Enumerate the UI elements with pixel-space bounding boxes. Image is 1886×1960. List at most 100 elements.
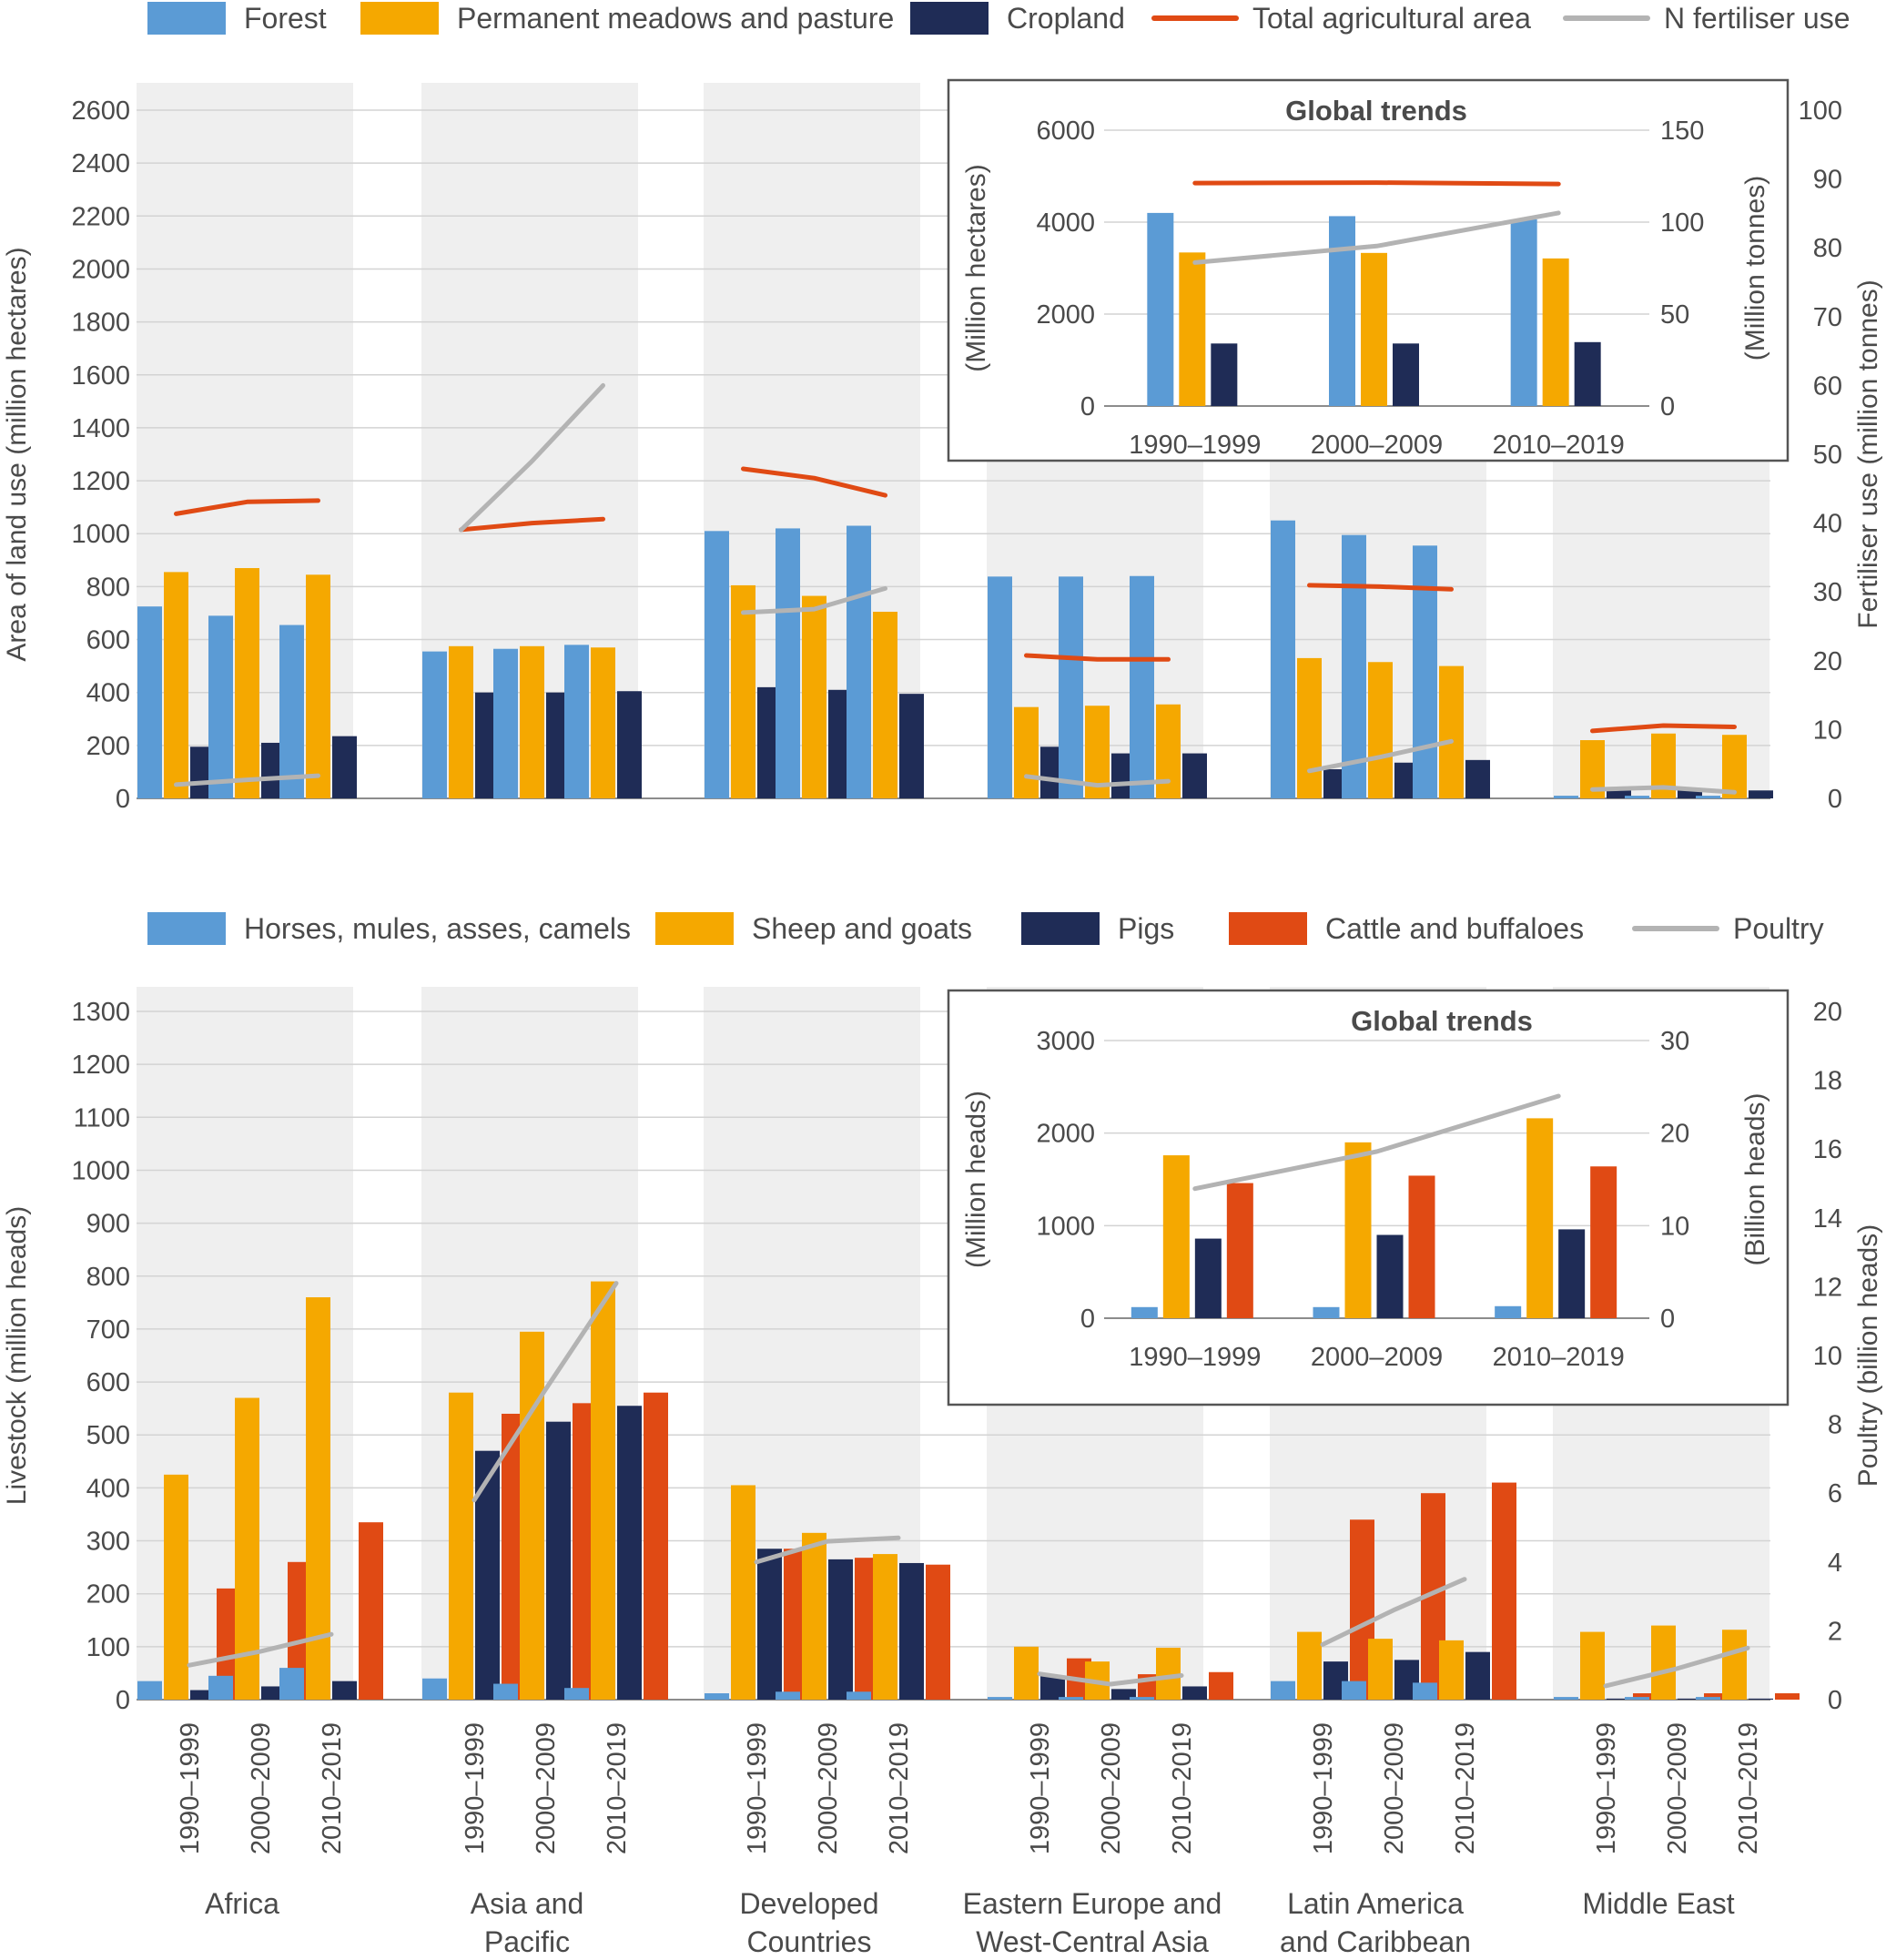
livestock-bar-horses bbox=[137, 1681, 162, 1700]
livestock-bar-sheep bbox=[873, 1554, 897, 1700]
land-inset-y-tick-label: 4000 bbox=[1036, 208, 1095, 238]
land-y-tick-label: 1600 bbox=[71, 361, 130, 391]
land-bar-pasture bbox=[1297, 657, 1322, 798]
livestock-inset-title: Global trends bbox=[1351, 1005, 1533, 1037]
land-y2-tick-label: 30 bbox=[1813, 578, 1842, 607]
livestock-inset-bar-horses bbox=[1131, 1306, 1158, 1318]
land-line-fert bbox=[1307, 738, 1454, 774]
land-bar-forest bbox=[1696, 796, 1720, 798]
land-inset-period-label: 2010–2019 bbox=[1493, 431, 1625, 460]
livestock-bar-sheep bbox=[731, 1485, 755, 1700]
livestock-y2-tick-label: 18 bbox=[1813, 1067, 1842, 1096]
land-legend-swatch-forest bbox=[147, 2, 226, 35]
livestock-bar-cattle bbox=[1704, 1693, 1729, 1700]
livestock-bar-sheep bbox=[235, 1397, 259, 1700]
land-y-tick-label: 800 bbox=[86, 573, 130, 602]
livestock-y-tick-label: 800 bbox=[86, 1263, 130, 1292]
livestock-bar-sheep bbox=[306, 1297, 330, 1700]
livestock-inset-bar-pigs bbox=[1194, 1238, 1222, 1318]
land-bar-pasture bbox=[1156, 704, 1181, 798]
livestock-y-tick-label: 1200 bbox=[71, 1051, 130, 1080]
land-bar-cropland bbox=[899, 694, 924, 798]
land-bar-forest bbox=[279, 625, 304, 798]
land-inset-period-label: 1990–1999 bbox=[1129, 431, 1261, 460]
livestock-inset-period-label: 2000–2009 bbox=[1311, 1343, 1443, 1372]
livestock-line-poultry bbox=[187, 1631, 334, 1668]
land-bar-pasture bbox=[731, 584, 755, 798]
livestock-inset-y2-tick-label: 0 bbox=[1660, 1305, 1675, 1334]
livestock-inset-period-label: 1990–1999 bbox=[1129, 1343, 1261, 1372]
livestock-bar-pigs bbox=[1465, 1651, 1490, 1700]
period-label: 2000–2009 bbox=[1380, 1722, 1409, 1854]
land-inset-bar-pasture bbox=[1179, 252, 1206, 406]
land-y2-tick-label: 60 bbox=[1813, 371, 1842, 401]
land-line-fert bbox=[741, 585, 887, 615]
livestock-bar-pigs bbox=[546, 1421, 571, 1700]
land-bar-forest bbox=[1130, 575, 1154, 798]
land-inset-line-agri bbox=[1192, 180, 1561, 187]
land-bar-pasture bbox=[873, 612, 897, 798]
livestock-line-poultry bbox=[1603, 1645, 1750, 1689]
land-bar-forest bbox=[1625, 796, 1649, 798]
land-bar-pasture bbox=[802, 595, 826, 798]
land-bar-forest bbox=[1059, 576, 1083, 798]
land-legend-swatch-pasture bbox=[360, 2, 439, 35]
livestock-bar-horses bbox=[776, 1691, 800, 1700]
land-line-agri bbox=[459, 516, 605, 533]
livestock-y2-tick-label: 12 bbox=[1813, 1273, 1842, 1302]
livestock-bar-sheep bbox=[1297, 1631, 1322, 1700]
livestock-legend-label-horses: Horses, mules, asses, camels bbox=[244, 912, 631, 945]
livestock-bar-horses bbox=[1059, 1697, 1083, 1700]
livestock-y-tick-label: 0 bbox=[116, 1686, 130, 1715]
period-label: 2010–2019 bbox=[1168, 1722, 1197, 1854]
livestock-bar-horses bbox=[988, 1697, 1012, 1700]
livestock-bar-pigs bbox=[1111, 1689, 1136, 1700]
livestock-bar-sheep bbox=[1156, 1648, 1181, 1700]
land-bar-cropland bbox=[1678, 790, 1702, 798]
livestock-bar-sheep bbox=[1439, 1640, 1464, 1700]
livestock-y-tick-label: 700 bbox=[86, 1315, 130, 1345]
land-y2-tick-label: 10 bbox=[1813, 716, 1842, 745]
period-label: 1990–1999 bbox=[1592, 1722, 1621, 1854]
livestock-bar-cattle bbox=[926, 1564, 950, 1700]
livestock-bar-pigs bbox=[828, 1559, 853, 1700]
land-inset-bar-cropland bbox=[1574, 341, 1601, 406]
land-inset-y2-tick-label: 50 bbox=[1660, 300, 1689, 330]
livestock-y-tick-label: 400 bbox=[86, 1474, 130, 1503]
livestock-legend-label-cattle: Cattle and buffaloes bbox=[1325, 912, 1584, 945]
land-bar-pasture bbox=[591, 647, 615, 798]
period-label: 2000–2009 bbox=[247, 1722, 276, 1854]
livestock-legend-swatch-sheep bbox=[655, 912, 734, 945]
period-label: 2000–2009 bbox=[1097, 1722, 1126, 1854]
livestock-bar-pigs bbox=[1678, 1698, 1702, 1700]
period-label: 1990–1999 bbox=[743, 1722, 772, 1854]
period-label: 1990–1999 bbox=[176, 1722, 205, 1854]
land-bar-forest bbox=[1271, 520, 1295, 798]
livestock-y-tick-label: 1000 bbox=[71, 1156, 130, 1185]
period-label: 1990–1999 bbox=[461, 1722, 490, 1854]
livestock-bar-sheep bbox=[1722, 1630, 1747, 1700]
land-line-agri bbox=[741, 466, 887, 498]
land-bar-cropland bbox=[1182, 753, 1207, 798]
land-bar-pasture bbox=[164, 572, 188, 798]
livestock-y-tick-label: 200 bbox=[86, 1580, 130, 1610]
livestock-line-poultry bbox=[1037, 1671, 1184, 1687]
livestock-inset-y2-axis-label: (Billion heads) bbox=[1740, 1092, 1770, 1265]
livestock-bar-sheep bbox=[591, 1281, 615, 1700]
livestock-bar-sheep bbox=[1651, 1625, 1676, 1700]
land-legend-label-cropland: Cropland bbox=[1007, 2, 1125, 35]
livestock-inset-bar-sheep bbox=[1162, 1155, 1190, 1318]
land-bar-pasture bbox=[1368, 662, 1393, 798]
land-line-fert bbox=[1024, 774, 1171, 788]
livestock-bar-horses bbox=[279, 1668, 304, 1700]
land-inset-bar-forest bbox=[1147, 212, 1174, 406]
livestock-bar-horses bbox=[1413, 1682, 1437, 1700]
land-line-fert bbox=[174, 773, 320, 787]
livestock-bar-horses bbox=[1271, 1681, 1295, 1700]
livestock-inset-y-tick-label: 1000 bbox=[1036, 1212, 1095, 1241]
land-y2-tick-label: 0 bbox=[1828, 785, 1842, 814]
category-label: Asia and bbox=[471, 1887, 584, 1920]
livestock-inset-y-tick-label: 3000 bbox=[1036, 1027, 1095, 1056]
land-legend-label-fert: N fertiliser use bbox=[1664, 2, 1851, 35]
livestock-y2-tick-label: 8 bbox=[1828, 1411, 1842, 1440]
